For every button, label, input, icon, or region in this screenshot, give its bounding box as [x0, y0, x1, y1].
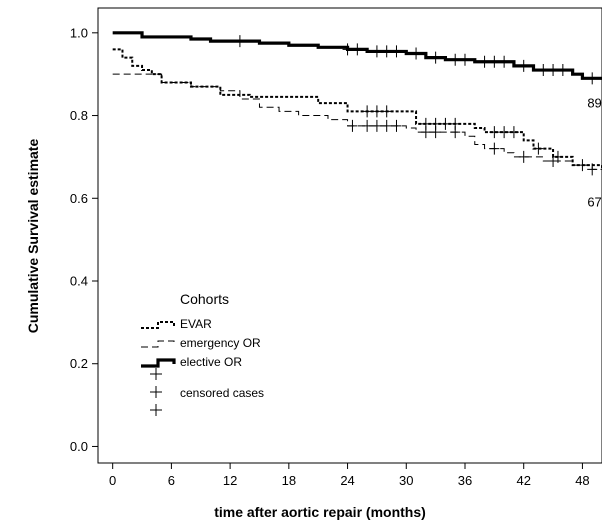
x-tick-label: 30	[399, 473, 413, 488]
series-layer	[112, 31, 602, 182]
legend-label: emergency OR	[180, 336, 261, 350]
censor-mark-elective-or	[518, 59, 529, 72]
legend-censor-mark	[150, 404, 162, 416]
censor-mark-elective-or	[371, 45, 382, 58]
censor-mark-elective-or	[479, 55, 490, 68]
censor-mark-elective-or	[587, 72, 598, 85]
censor-mark-elective-or	[499, 55, 510, 68]
y-tick-label: 1.0	[70, 25, 88, 40]
annotation-label: 89%	[587, 95, 602, 110]
censor-mark-elective-or	[391, 45, 402, 58]
legend-swatch	[141, 321, 175, 329]
censor-mark-emergency-or	[489, 142, 500, 155]
legend-censor-mark	[150, 368, 162, 380]
y-tick-label: 0.2	[70, 356, 88, 371]
censor-mark-evar	[508, 126, 519, 139]
censor-mark-emergency-or	[362, 119, 373, 132]
x-axis-title: time after aortic repair (months)	[214, 504, 426, 520]
y-tick-label: 0.6	[70, 191, 88, 206]
legend-label: elective OR	[180, 355, 242, 369]
censor-mark-evar	[450, 117, 461, 130]
x-tick-label: 48	[575, 473, 589, 488]
censor-mark-evar	[362, 105, 373, 118]
censor-mark-emergency-or	[381, 119, 392, 132]
censor-mark-evar	[371, 105, 382, 118]
y-axis: 0.0 0.2 0.4 0.6 0.8 1.0	[70, 25, 98, 454]
legend-label: EVAR	[180, 317, 212, 331]
censor-mark-elective-or	[234, 35, 245, 48]
x-tick-label: 18	[282, 473, 296, 488]
y-tick-label: 0.8	[70, 108, 88, 123]
censor-mark-elective-or	[381, 45, 392, 58]
x-tick-label: 42	[516, 473, 530, 488]
censor-mark-evar	[420, 117, 431, 130]
censor-mark-evar	[381, 105, 392, 118]
series-line-elective-or	[112, 31, 602, 80]
x-tick-label: 6	[168, 473, 175, 488]
censor-mark-evar	[552, 150, 563, 163]
x-tick-label: 24	[340, 473, 354, 488]
censor-mark-elective-or	[459, 53, 470, 66]
censor-mark-evar	[430, 117, 441, 130]
censor-mark-elective-or	[557, 64, 568, 77]
x-tick-label: 12	[223, 473, 237, 488]
censor-mark-elective-or	[430, 51, 441, 64]
legend: Cohorts EVAR emergency OR elective OR censor…	[141, 291, 264, 416]
annotation-label: 67%	[587, 195, 602, 210]
censor-mark-evar	[533, 142, 544, 155]
legend-title: Cohorts	[180, 291, 229, 307]
censor-mark-elective-or	[548, 64, 559, 77]
x-axis: 0 6 12 18 24 30 36 42 48	[109, 463, 590, 488]
censor-mark-emergency-or	[518, 150, 529, 163]
series-line-evar	[112, 48, 602, 170]
y-tick-label: 0.0	[70, 439, 88, 454]
censor-mark-elective-or	[489, 55, 500, 68]
x-tick-label: 0	[109, 473, 116, 488]
censor-mark-emergency-or	[391, 119, 402, 132]
censor-mark-emergency-or	[347, 119, 358, 132]
legend-swatch	[141, 358, 176, 368]
series-line-emergency-or	[112, 73, 602, 182]
censor-mark-evar	[577, 159, 588, 172]
legend-censor-mark	[150, 386, 162, 398]
censor-mark-elective-or	[352, 43, 363, 56]
censor-mark-elective-or	[411, 47, 422, 60]
legend-swatch	[141, 340, 175, 348]
censor-mark-evar	[440, 117, 451, 130]
x-tick-label: 36	[458, 473, 472, 488]
y-axis-title: Cumulative Survival estimate	[25, 139, 41, 334]
censor-mark-evar	[499, 126, 510, 139]
censor-mark-emergency-or	[371, 119, 382, 132]
censor-mark-evar	[587, 163, 598, 176]
censor-mark-elective-or	[450, 53, 461, 66]
plot-frame	[97, 7, 602, 464]
censor-mark-evar	[489, 126, 500, 139]
censor-mark-elective-or	[538, 64, 549, 77]
annotation-layer: 89% 67%	[587, 95, 602, 209]
legend-censored-label: censored cases	[180, 386, 264, 400]
censor-mark-elective-or	[342, 43, 353, 56]
y-tick-label: 0.4	[70, 274, 88, 289]
